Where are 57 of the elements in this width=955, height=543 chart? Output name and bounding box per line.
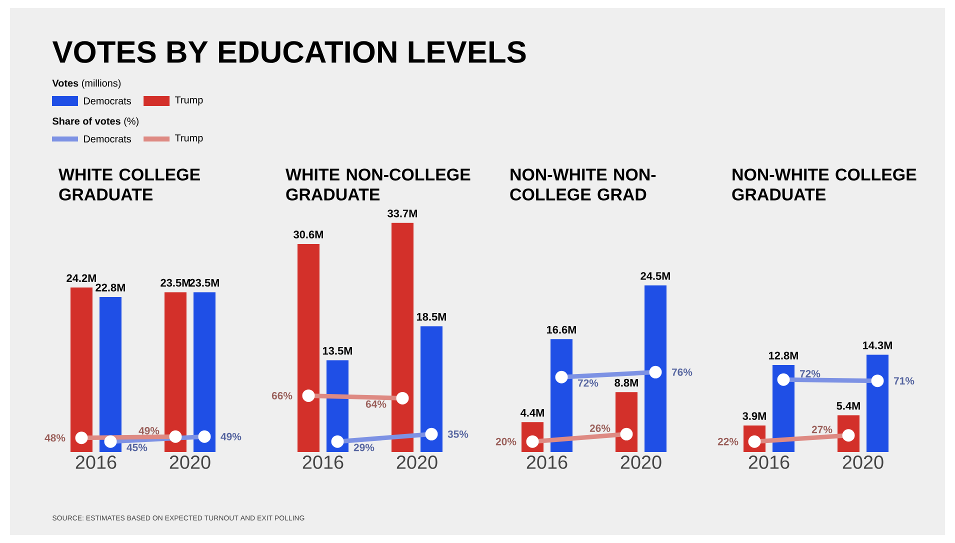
bar [420, 326, 443, 452]
data-label: 24.2M [66, 274, 96, 282]
data-label: 45% [126, 444, 148, 452]
data-label: 48% [44, 434, 66, 442]
x-tick-label: 2016 [748, 456, 790, 469]
data-label: 33.7M [388, 210, 417, 218]
data-label: 30.6M [294, 230, 323, 238]
data-label: 29% [354, 444, 374, 452]
legend-label: Democrats [84, 98, 132, 104]
x-tick-label: 2016 [302, 456, 344, 469]
x-tick-label: 2016 [526, 456, 568, 469]
data-label: 22.8M [96, 284, 125, 292]
data-label: 8.8M [614, 378, 638, 387]
data-label: 18.5M [416, 312, 446, 321]
bar [644, 285, 667, 452]
data-label: 26% [590, 424, 610, 432]
legend-label: Democrats [84, 136, 132, 142]
chart-title: WHITE COLLEGE GRADUATE [58, 168, 200, 201]
bar [550, 339, 573, 452]
data-label: 23.5M [160, 278, 190, 287]
data-label: 66% [272, 392, 292, 400]
text: VOTES BY EDUCATION LEVELS [52, 41, 526, 63]
data-label: 16.6M [546, 326, 576, 334]
data-label: 27% [812, 426, 832, 434]
data-label: 3.9M [742, 412, 766, 420]
data-label: 13.5M [322, 346, 352, 355]
data-label: 49% [220, 432, 242, 440]
data-label: 5.4M [836, 402, 860, 410]
chart-title: NON-WHITE NON-COLLEGE GRAD [510, 168, 656, 201]
x-tick-label: 2020 [842, 456, 884, 469]
bar [298, 244, 320, 452]
data-label: 22% [718, 438, 738, 446]
bar [866, 354, 889, 452]
data-label: 76% [672, 368, 692, 376]
data-label: 72% [578, 379, 598, 387]
x-tick-label: 2016 [76, 456, 116, 469]
chart-title: WHITE NON-COLLEGE GRADUATE [286, 168, 470, 201]
data-label: 23.5M [190, 278, 219, 287]
data-label: 12.8M [768, 352, 798, 360]
data-label: 4.4M [520, 409, 544, 417]
legend-label: Trump [174, 134, 203, 144]
data-label: 20% [496, 438, 516, 446]
data-label: 49% [138, 427, 160, 434]
data-label: 14.3M [862, 341, 892, 350]
text: Votes (millions) [52, 79, 121, 89]
legend-label: Trump [174, 96, 203, 106]
data-label: 24.5M [640, 272, 670, 280]
text: Share of votes (%) [52, 117, 138, 127]
data-label: 35% [448, 430, 468, 438]
x-tick-label: 2020 [170, 456, 210, 469]
data-label: 72% [800, 370, 820, 378]
x-tick-label: 2020 [620, 456, 662, 469]
x-tick-label: 2020 [396, 456, 438, 469]
data-label: 64% [366, 400, 386, 408]
bar [392, 222, 414, 452]
chart-title: NON-WHITE COLLEGE GRADUATE [732, 168, 916, 201]
data-label: 71% [894, 377, 914, 385]
